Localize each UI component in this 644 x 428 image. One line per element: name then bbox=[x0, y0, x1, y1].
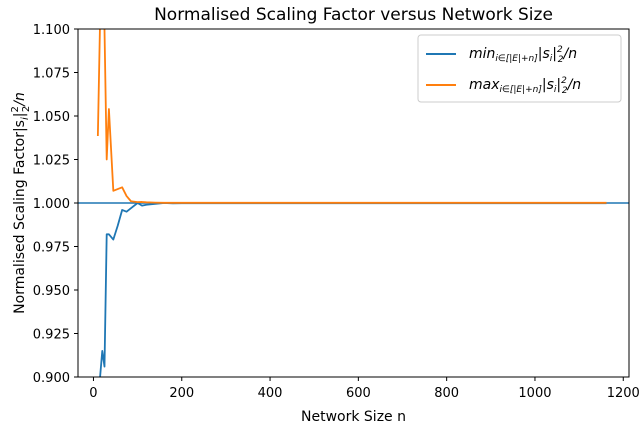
y-tick-label: 1.000 bbox=[33, 197, 70, 212]
y-tick-label: 0.925 bbox=[33, 328, 70, 343]
y-axis-label-sub: i bbox=[20, 117, 31, 120]
legend-max-main: max bbox=[469, 77, 500, 93]
legend-label-max: maxi∈[|E|+n]|si|2 2/n bbox=[469, 76, 581, 96]
x-tick-label: 1000 bbox=[518, 386, 551, 401]
y-axis-label-bar: | bbox=[12, 113, 28, 118]
x-tick-label: 400 bbox=[258, 386, 283, 401]
series-line-min bbox=[99, 202, 607, 377]
x-axis: 0 200 400 600 800 1000 1200 bbox=[89, 377, 640, 401]
y-tick-label: 1.075 bbox=[33, 67, 70, 82]
x-tick-label: 0 bbox=[89, 386, 97, 401]
x-axis-label: Network Size n bbox=[301, 409, 406, 425]
y-tick-label: 0.900 bbox=[33, 371, 70, 386]
series-line-max bbox=[96, 29, 607, 204]
legend: mini∈[|E|+n]|si|2 2/n maxi∈[|E|+n]|si|2 2/… bbox=[417, 34, 622, 103]
y-tick-label: 1.050 bbox=[33, 110, 70, 125]
legend-max-end: /n bbox=[566, 77, 582, 93]
y-tick-label: 1.025 bbox=[33, 154, 70, 169]
x-tick-label: 600 bbox=[346, 386, 371, 401]
y-tick-label: 1.100 bbox=[33, 23, 70, 38]
y-axis-label-sub2: 2 bbox=[21, 106, 32, 112]
legend-max-sub: i∈[|E|+n] bbox=[500, 85, 543, 95]
y-axis: 0.900 0.925 0.950 0.975 1.000 1.025 1.050 1.075… bbox=[33, 23, 78, 386]
chart-title: Normalised Scaling Factor versus Network… bbox=[154, 5, 553, 25]
legend-min-sup: 2 bbox=[557, 45, 563, 55]
y-tick-label: 0.950 bbox=[33, 284, 70, 299]
legend-min-sub2: 2 bbox=[558, 55, 564, 65]
y-axis-label-sup: 2 bbox=[10, 106, 21, 112]
legend-min-tail2: | bbox=[552, 46, 557, 62]
legend-min-main: min bbox=[469, 46, 495, 62]
x-tick-label: 800 bbox=[434, 386, 459, 401]
legend-min-tail-sub: i bbox=[550, 54, 553, 64]
legend-min-sub: i∈[|E|+n] bbox=[495, 54, 538, 64]
series-layer bbox=[78, 29, 629, 377]
y-axis-label: Normalised Scaling Factor|si|22/n bbox=[10, 92, 32, 314]
legend-label-min: mini∈[|E|+n]|si|2 2/n bbox=[469, 45, 577, 65]
legend-min-end: /n bbox=[561, 46, 577, 62]
legend-max-tail: |s bbox=[542, 77, 554, 93]
legend-max-tail-sub: i bbox=[554, 85, 557, 95]
y-axis-label-main: Normalised Scaling Factor|s bbox=[12, 120, 28, 314]
legend-max-sub2: 2 bbox=[562, 86, 568, 96]
legend-box bbox=[417, 34, 622, 103]
x-tick-label: 200 bbox=[169, 386, 194, 401]
legend-max-tail2: | bbox=[556, 77, 561, 93]
legend-max-sup: 2 bbox=[561, 76, 567, 86]
legend-min-tail: |s bbox=[538, 46, 550, 62]
y-axis-label-tail: /n bbox=[12, 92, 28, 108]
x-tick-label: 1200 bbox=[607, 386, 640, 401]
y-tick-label: 0.975 bbox=[33, 241, 70, 256]
